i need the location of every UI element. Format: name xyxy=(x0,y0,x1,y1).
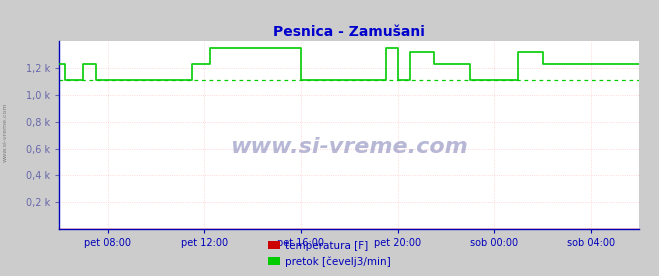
Legend: temperatura [F], pretok [čevelj3/min]: temperatura [F], pretok [čevelj3/min] xyxy=(264,237,395,271)
Text: www.si-vreme.com: www.si-vreme.com xyxy=(231,137,468,156)
Text: www.si-vreme.com: www.si-vreme.com xyxy=(3,103,8,162)
Title: Pesnica - Zamušani: Pesnica - Zamušani xyxy=(273,25,425,39)
